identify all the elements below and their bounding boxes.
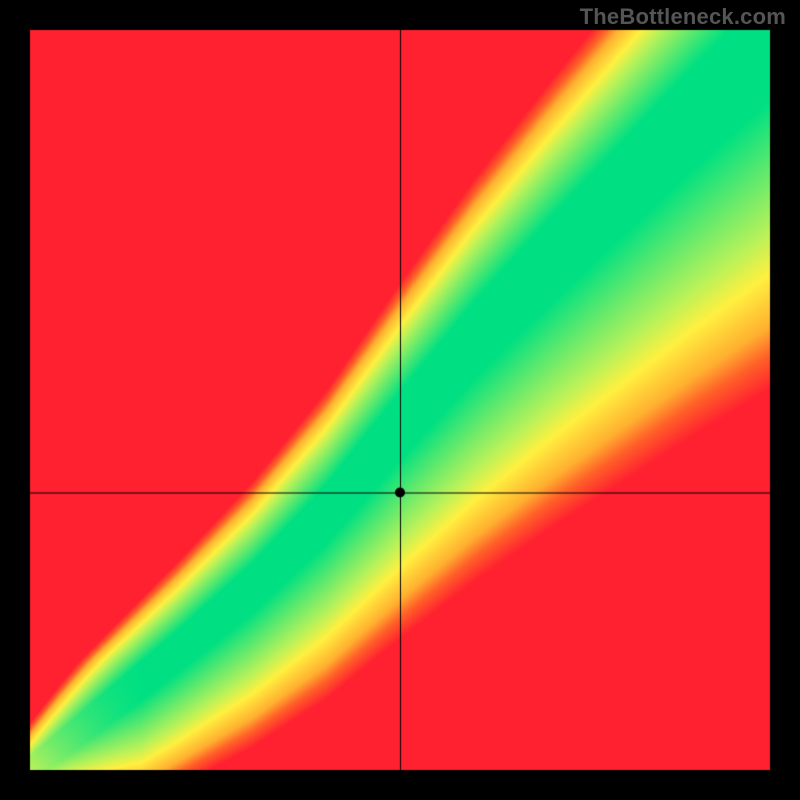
watermark-text: TheBottleneck.com xyxy=(580,4,786,30)
chart-container: TheBottleneck.com xyxy=(0,0,800,800)
bottleneck-heatmap xyxy=(0,0,800,800)
